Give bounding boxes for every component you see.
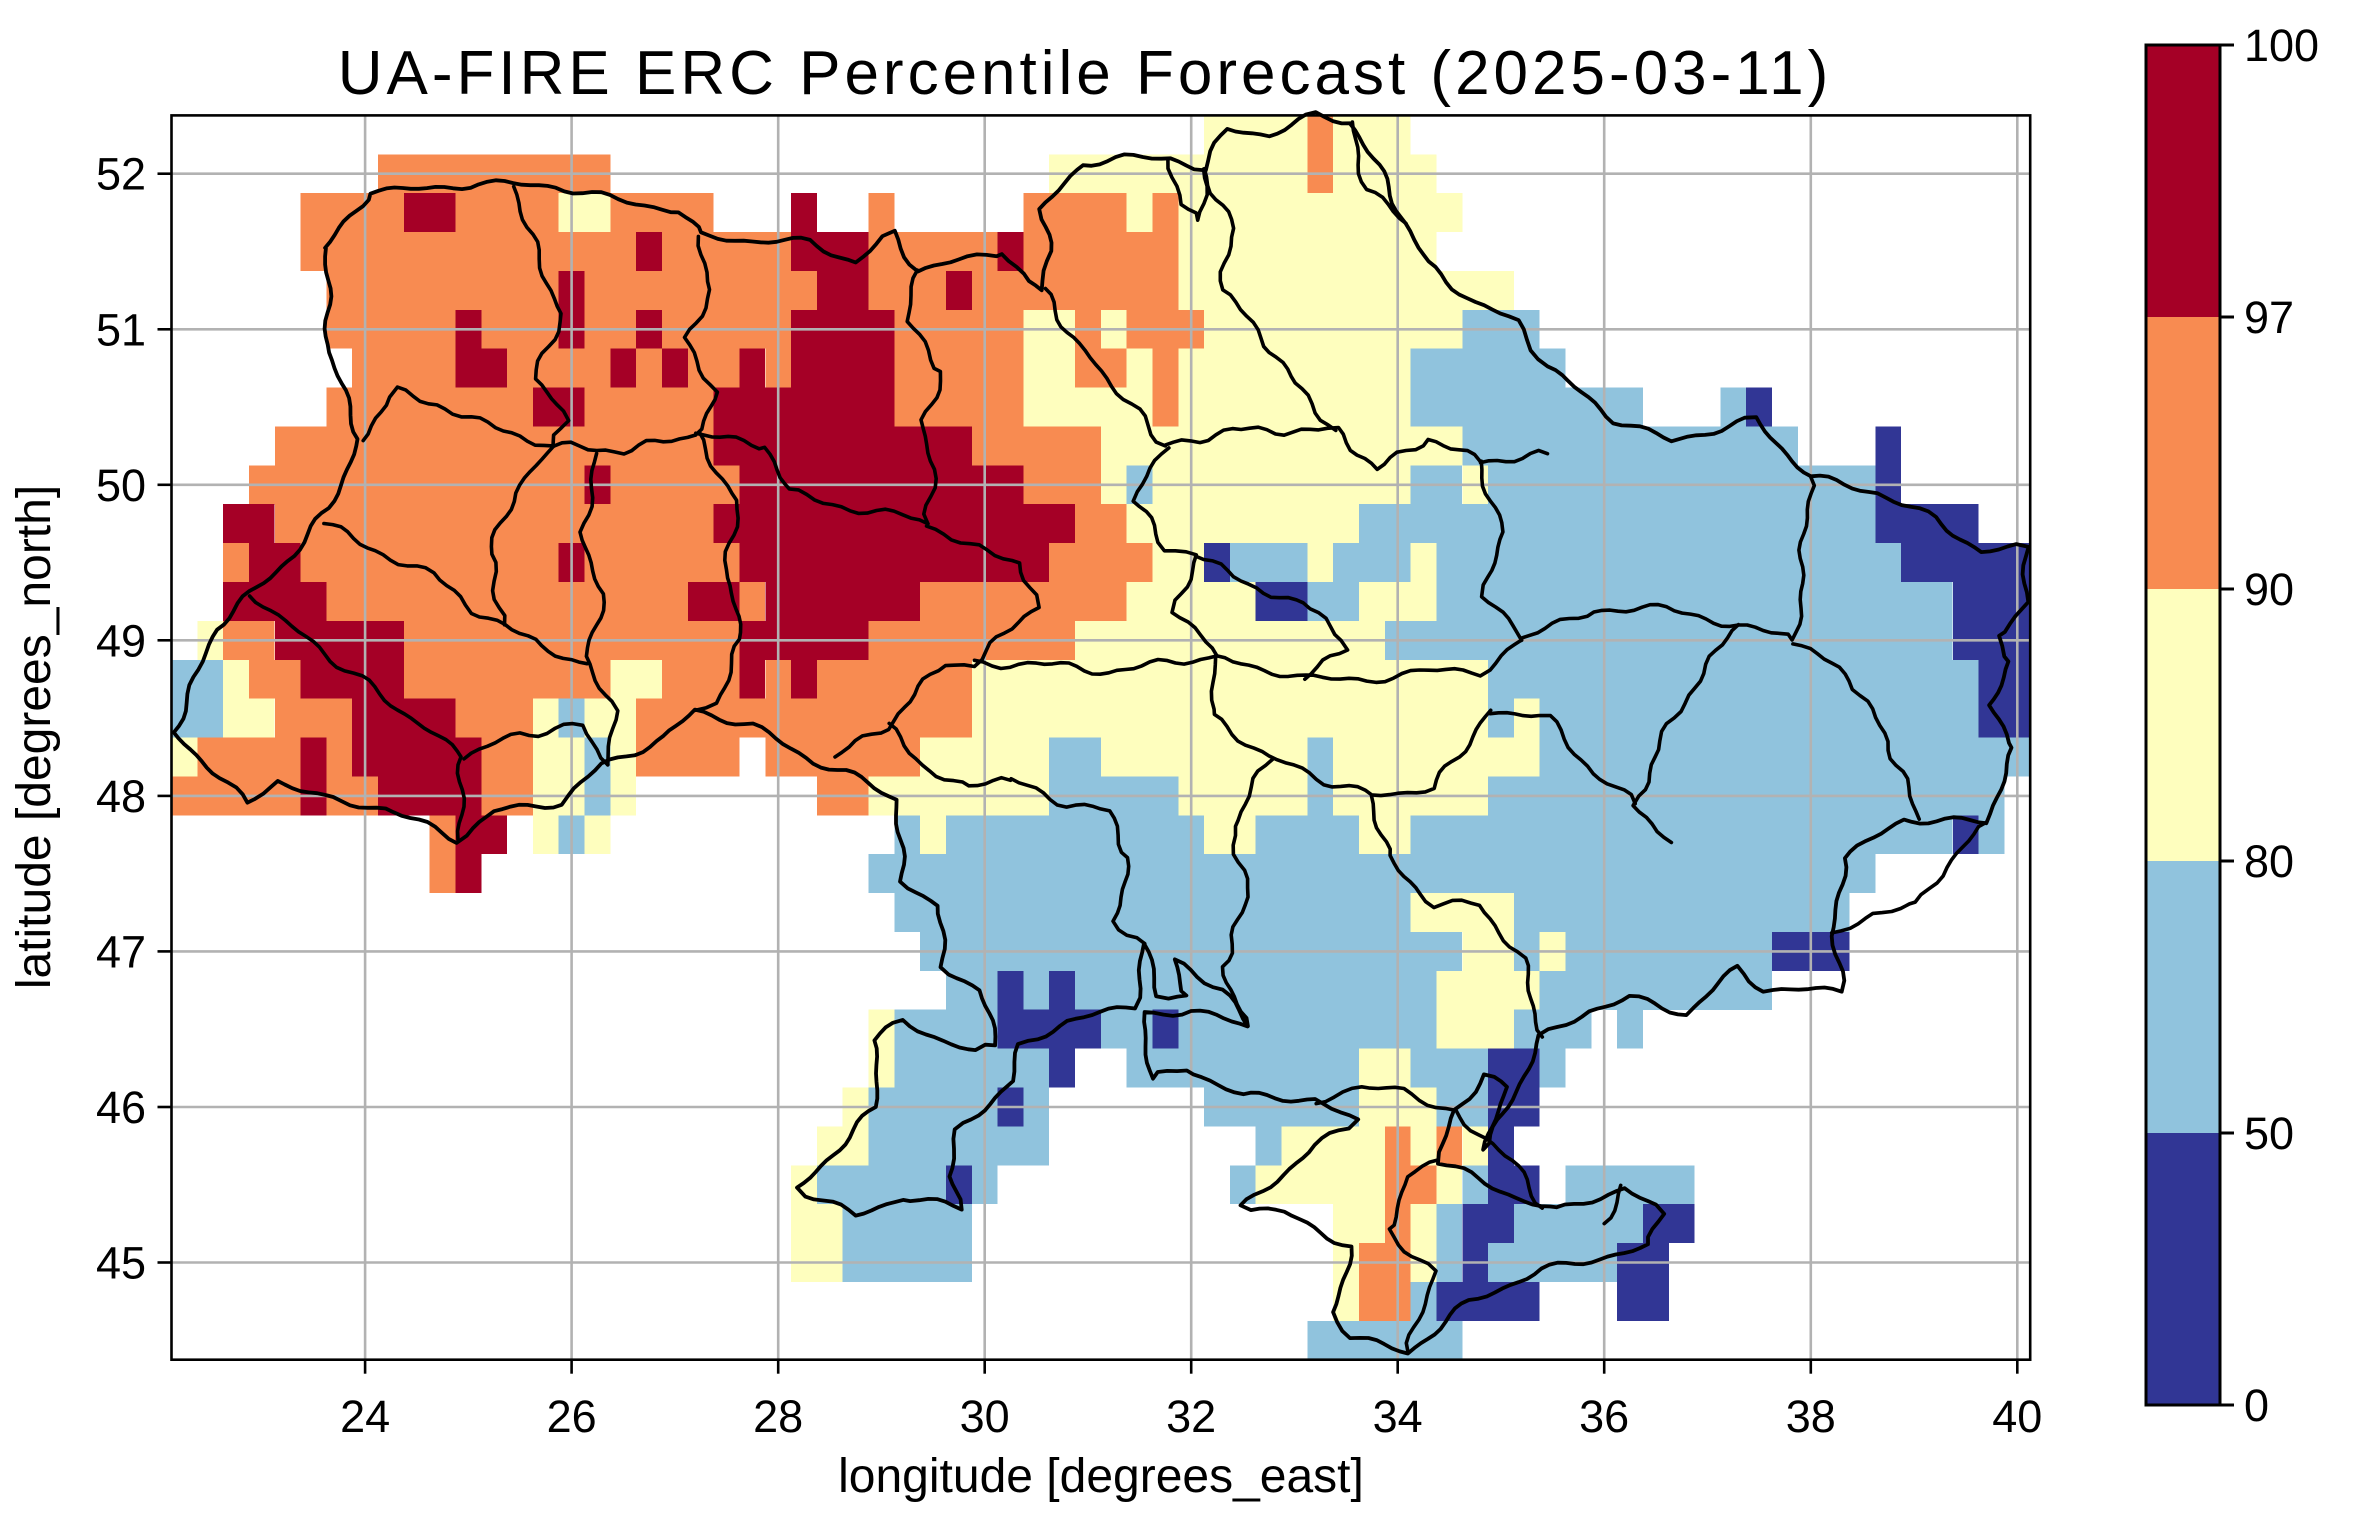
svg-text:32: 32: [1166, 1391, 1216, 1442]
svg-text:46: 46: [96, 1082, 146, 1133]
svg-text:100: 100: [2244, 20, 2319, 71]
svg-text:52: 52: [96, 149, 146, 200]
svg-text:49: 49: [96, 615, 146, 666]
svg-text:80: 80: [2244, 836, 2294, 887]
svg-text:90: 90: [2244, 564, 2294, 615]
svg-text:longitude [degrees_east]: longitude [degrees_east]: [838, 1450, 1364, 1503]
svg-text:50: 50: [96, 460, 146, 511]
svg-text:97: 97: [2244, 292, 2294, 343]
svg-text:latitude [degrees_north]: latitude [degrees_north]: [8, 485, 61, 989]
svg-text:30: 30: [960, 1391, 1010, 1442]
svg-text:28: 28: [753, 1391, 803, 1442]
svg-text:34: 34: [1373, 1391, 1423, 1442]
svg-text:45: 45: [96, 1238, 146, 1289]
svg-text:UA-FIRE ERC Percentile Forecas: UA-FIRE ERC Percentile Forecast (2025-03…: [338, 39, 1833, 108]
svg-text:51: 51: [96, 304, 146, 355]
svg-text:48: 48: [96, 771, 146, 822]
svg-text:40: 40: [1992, 1391, 2042, 1442]
svg-text:47: 47: [96, 926, 146, 977]
svg-text:26: 26: [547, 1391, 597, 1442]
svg-text:50: 50: [2244, 1108, 2294, 1159]
svg-text:36: 36: [1579, 1391, 1629, 1442]
svg-text:24: 24: [340, 1391, 390, 1442]
svg-text:0: 0: [2244, 1380, 2269, 1431]
svg-text:38: 38: [1786, 1391, 1836, 1442]
